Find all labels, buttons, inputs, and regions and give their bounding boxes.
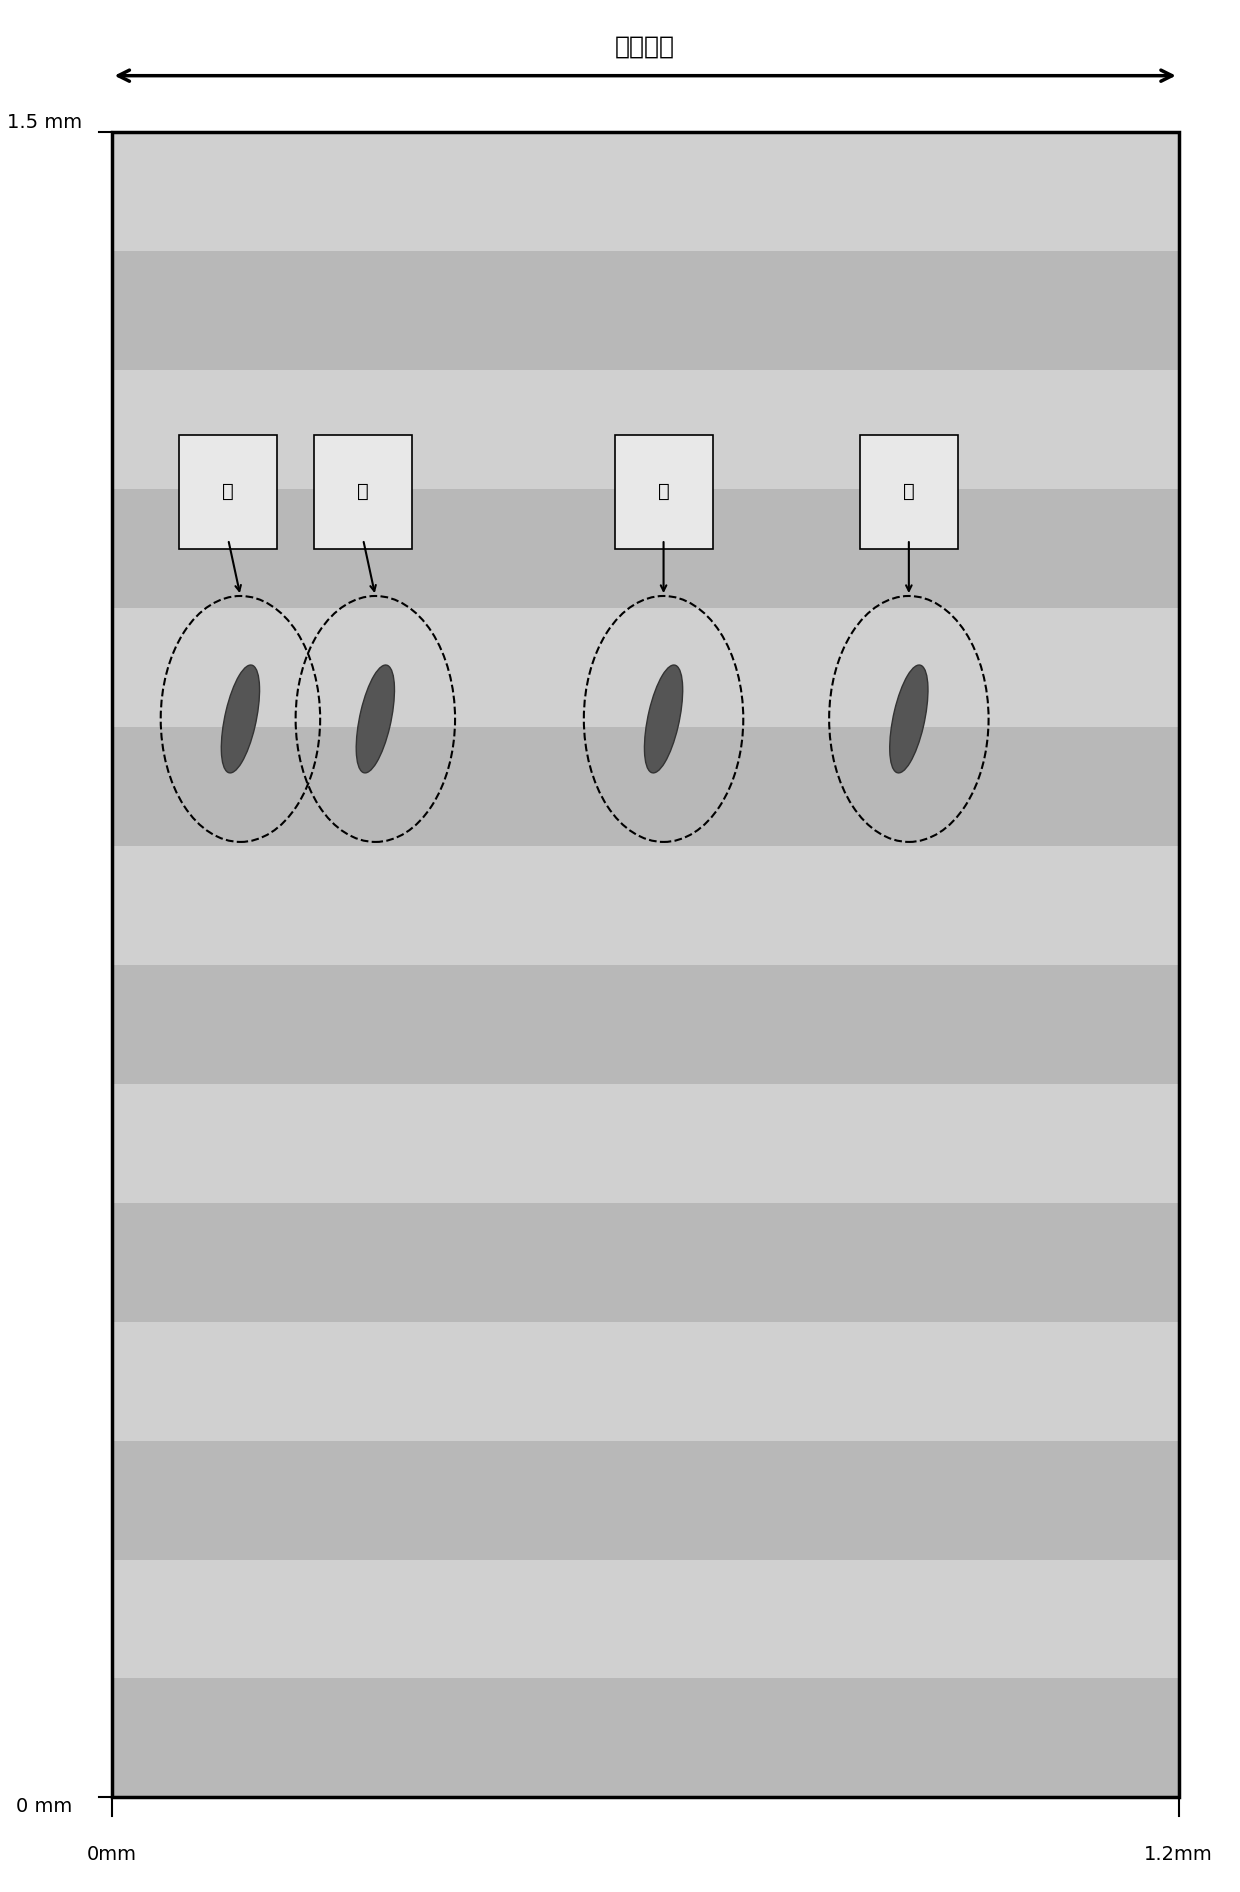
Text: 筋: 筋 bbox=[222, 482, 234, 501]
Text: 筋: 筋 bbox=[357, 482, 370, 501]
Bar bbox=[112, 252, 1179, 371]
Bar bbox=[112, 132, 1179, 1797]
Ellipse shape bbox=[356, 664, 394, 774]
Bar bbox=[112, 1678, 1179, 1797]
Bar bbox=[112, 132, 1179, 252]
FancyBboxPatch shape bbox=[615, 435, 713, 549]
Bar bbox=[112, 846, 1179, 965]
Bar bbox=[112, 1440, 1179, 1559]
Text: 水平方向: 水平方向 bbox=[615, 36, 675, 59]
FancyBboxPatch shape bbox=[314, 435, 412, 549]
Text: 1.5 mm: 1.5 mm bbox=[6, 114, 82, 132]
Bar bbox=[112, 607, 1179, 727]
Bar bbox=[112, 727, 1179, 846]
Bar bbox=[112, 1323, 1179, 1440]
Ellipse shape bbox=[645, 664, 683, 774]
Text: 筋: 筋 bbox=[657, 482, 670, 501]
Text: 筋: 筋 bbox=[903, 482, 915, 501]
FancyBboxPatch shape bbox=[859, 435, 959, 549]
Text: 0mm: 0mm bbox=[87, 1845, 136, 1864]
Bar bbox=[112, 371, 1179, 490]
Ellipse shape bbox=[890, 664, 928, 774]
Bar bbox=[112, 1559, 1179, 1678]
Text: 1.2mm: 1.2mm bbox=[1145, 1845, 1213, 1864]
Bar bbox=[112, 1084, 1179, 1203]
Bar bbox=[112, 1203, 1179, 1323]
Bar bbox=[112, 490, 1179, 607]
FancyBboxPatch shape bbox=[179, 435, 278, 549]
Ellipse shape bbox=[221, 664, 259, 774]
Text: 0 mm: 0 mm bbox=[16, 1797, 72, 1816]
Bar bbox=[112, 965, 1179, 1084]
